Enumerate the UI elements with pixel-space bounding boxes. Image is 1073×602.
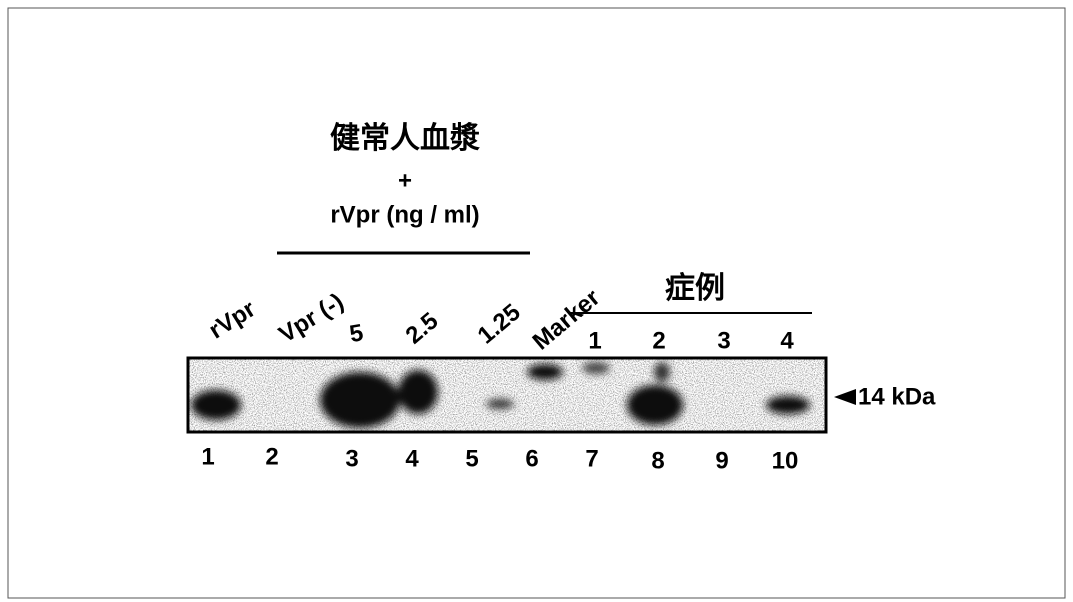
size-marker: 14 kDa bbox=[858, 383, 936, 410]
lane-label: Vpr (-) bbox=[274, 288, 348, 348]
lane-label: 5 bbox=[347, 319, 365, 348]
lane-number: 4 bbox=[405, 445, 419, 472]
lane-numbers: 1 2 3 4 5 6 7 8 9 10 bbox=[201, 443, 798, 474]
lane-label: 2.5 bbox=[401, 307, 444, 349]
case-number: 1 bbox=[588, 327, 601, 354]
frame bbox=[8, 8, 1065, 598]
header-title: 健常人血漿 bbox=[330, 122, 480, 155]
lane-number: 1 bbox=[201, 443, 214, 470]
case-number: 4 bbox=[780, 327, 794, 354]
lane-number: 10 bbox=[772, 447, 799, 474]
lane-number: 5 bbox=[465, 445, 478, 472]
case-number: 3 bbox=[717, 327, 730, 354]
header-subtitle: rVpr (ng / ml) bbox=[330, 201, 479, 228]
lane-label: rVpr bbox=[204, 295, 260, 344]
case-group-label: 症例 bbox=[665, 272, 725, 305]
lane-number: 8 bbox=[651, 447, 664, 474]
figure: 健常人血漿 + rVpr (ng / ml) rVpr Vpr (-) 5 2.… bbox=[0, 0, 1073, 602]
lane-label: 1.25 bbox=[473, 299, 526, 350]
lane-number: 2 bbox=[265, 443, 278, 470]
lane-number: 6 bbox=[525, 445, 538, 472]
case-number: 2 bbox=[652, 327, 665, 354]
header-plus: + bbox=[398, 167, 412, 194]
lane-number: 7 bbox=[585, 445, 598, 472]
lane-number: 3 bbox=[345, 445, 358, 472]
lane-number: 9 bbox=[715, 447, 728, 474]
gel bbox=[188, 358, 826, 432]
arrow bbox=[834, 389, 856, 405]
